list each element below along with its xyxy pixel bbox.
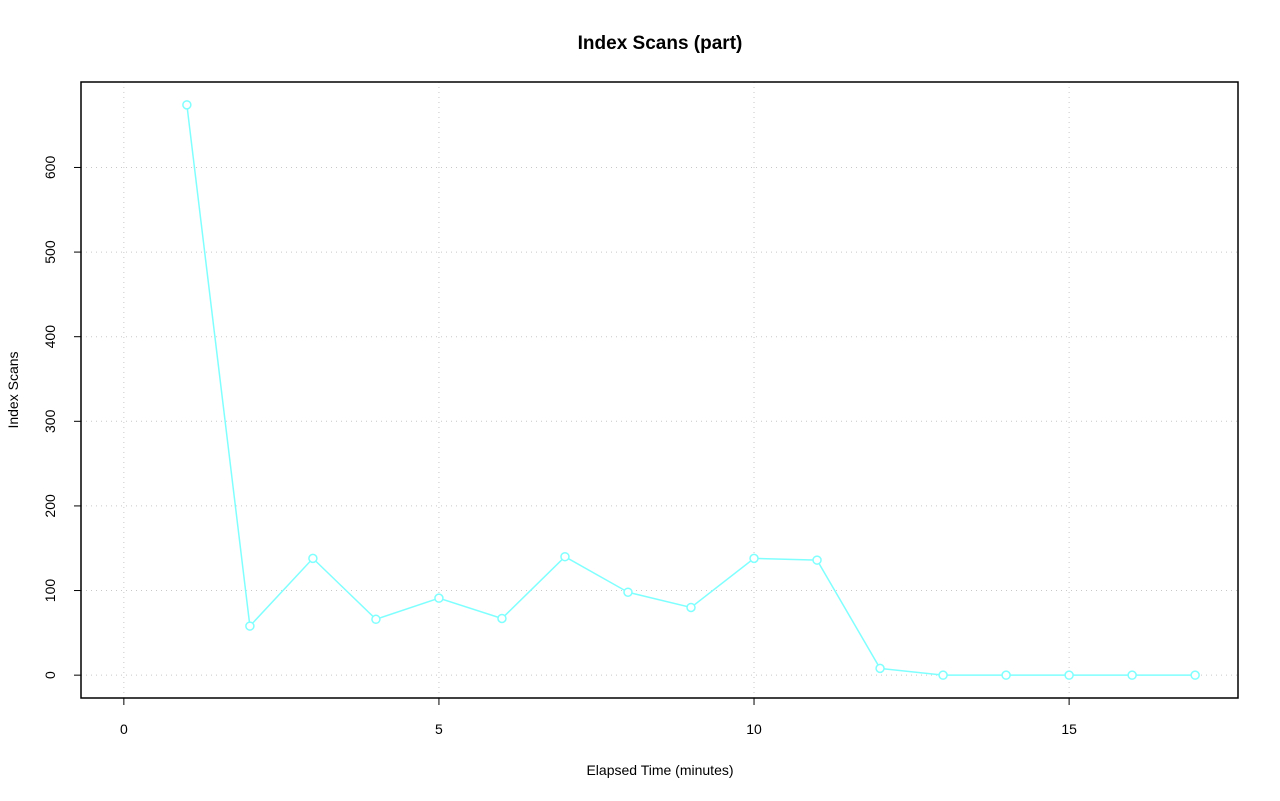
y-tick-label: 100 (42, 579, 58, 603)
data-point (182, 100, 192, 110)
data-point (749, 553, 759, 564)
data-point (1127, 670, 1137, 680)
series-line (186, 104, 1196, 676)
data-point (1001, 670, 1011, 680)
y-tick-label: 600 (42, 156, 58, 180)
x-tick-label: 0 (120, 721, 128, 737)
chart-title: Index Scans (part) (578, 33, 743, 54)
data-point (434, 593, 444, 603)
x-tick-label: 15 (1061, 721, 1077, 737)
data-point (875, 663, 885, 674)
data-point (497, 613, 507, 624)
y-tick-label: 0 (42, 671, 58, 679)
data-point (371, 614, 381, 625)
data-point (560, 551, 570, 562)
data-point (812, 555, 822, 565)
data-point (308, 553, 318, 564)
x-axis-label: Elapsed Time (minutes) (586, 762, 733, 778)
y-tick-label: 300 (42, 409, 58, 433)
plot-frame (80, 81, 1239, 699)
y-tick-label: 200 (42, 494, 58, 518)
data-point (938, 670, 948, 680)
data-point (1190, 670, 1200, 680)
x-tick-label: 10 (746, 721, 762, 737)
y-tick-label: 500 (42, 240, 58, 264)
data-point (686, 602, 696, 613)
y-axis-label: Index Scans (5, 351, 21, 428)
data-point (1064, 670, 1074, 680)
x-tick-label: 5 (435, 721, 443, 737)
data-point (245, 621, 255, 631)
data-point (623, 587, 633, 597)
y-tick-label: 400 (42, 325, 58, 349)
